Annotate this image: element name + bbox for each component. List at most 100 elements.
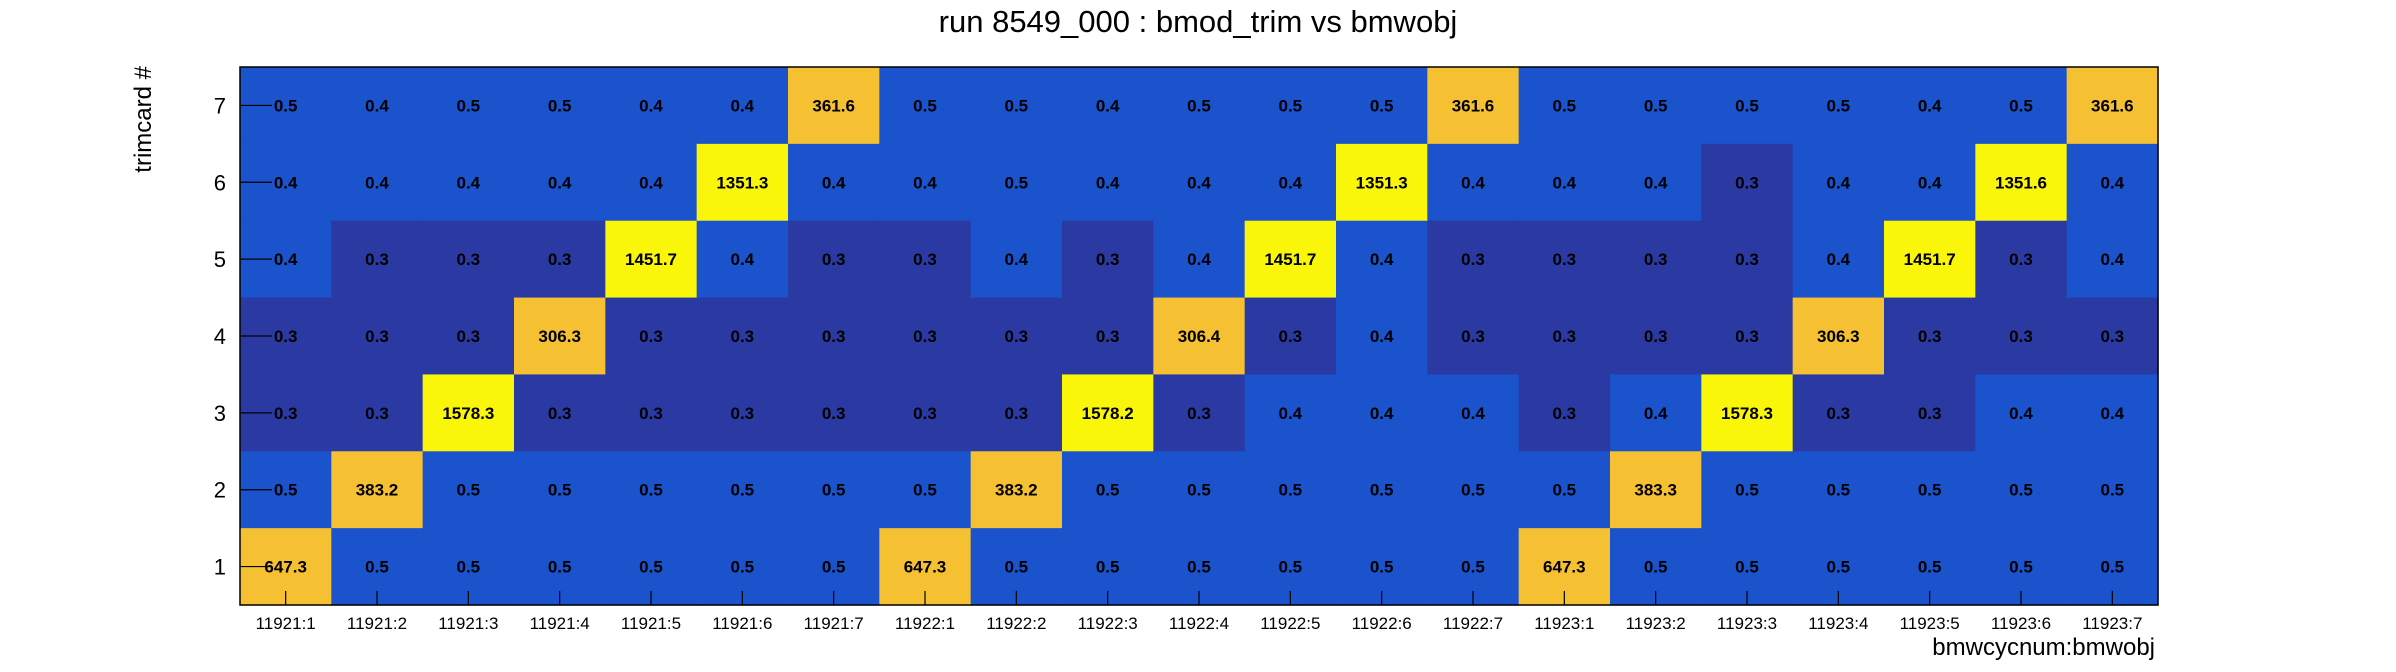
x-tick-label: 11922:5 — [1260, 614, 1320, 633]
heatmap-cell — [605, 374, 698, 452]
heatmap-cell — [1701, 143, 1794, 222]
heatmap-cell — [1244, 67, 1337, 145]
cell-value-label: 0.4 — [1827, 250, 1851, 269]
y-tick-label: 2 — [214, 478, 226, 503]
y-tick-label: 4 — [214, 324, 226, 349]
heatmap-cell — [1153, 67, 1246, 145]
cell-value-label: 0.5 — [1553, 481, 1577, 500]
cell-value-label: 0.4 — [548, 173, 572, 192]
heatmap-cell — [331, 451, 424, 529]
cell-value-label: 0.5 — [913, 96, 937, 115]
cell-value-label: 0.4 — [1187, 173, 1211, 192]
cell-value-label: 0.4 — [2009, 404, 2033, 423]
cell-value-label: 0.3 — [2101, 327, 2125, 346]
heatmap-cell — [879, 67, 972, 145]
cell-value-label: 0.3 — [1918, 327, 1942, 346]
cell-value-label: 0.5 — [548, 481, 572, 500]
cell-value-label: 306.3 — [1817, 327, 1860, 346]
x-tick-label: 11923:3 — [1717, 614, 1777, 633]
cell-value-label: 1451.7 — [625, 250, 677, 269]
heatmap-cell — [514, 374, 606, 452]
heatmap-cell-labels: 0.5 0.4 0.5 0.5 0.4 0.4 361.6 0.5 0.5 0.4 0.5 0.5 0.… — [264, 96, 2133, 576]
cell-value-label: 0.3 — [1279, 327, 1303, 346]
heatmap-cell — [331, 374, 424, 452]
x-tick-label: 11923:1 — [1534, 614, 1594, 633]
heatmap-cell — [1153, 374, 1246, 452]
cell-value-label: 0.5 — [1735, 96, 1759, 115]
cell-value-label: 0.3 — [731, 327, 755, 346]
heatmap-cell — [1336, 220, 1428, 299]
cell-value-label: 0.5 — [1827, 96, 1851, 115]
heatmap-cell — [422, 67, 515, 145]
heatmap-cell — [788, 67, 880, 145]
heatmap-cell — [1244, 297, 1337, 376]
cell-value-label: 0.5 — [731, 558, 755, 577]
cell-value-label: 0.3 — [1918, 404, 1942, 423]
heatmap-cell — [1518, 297, 1611, 376]
cell-value-label: 0.3 — [1553, 250, 1577, 269]
heatmap-cell — [1062, 297, 1154, 376]
cell-value-label: 0.5 — [365, 558, 389, 577]
heatmap-cell — [1701, 374, 1794, 452]
cell-value-label: 0.4 — [1644, 404, 1668, 423]
heatmap-cell — [879, 374, 972, 452]
cell-value-label: 0.3 — [365, 404, 389, 423]
cell-value-label: 0.5 — [457, 96, 481, 115]
cell-value-label: 0.5 — [548, 558, 572, 577]
heatmap-cell — [1336, 374, 1428, 452]
heatmap-cell — [696, 297, 789, 376]
cell-value-label: 0.5 — [2009, 96, 2033, 115]
cell-value-label: 0.4 — [2101, 173, 2125, 192]
cell-value-label: 0.4 — [1370, 327, 1394, 346]
heatmap-cell — [422, 297, 515, 376]
cell-value-label: 0.5 — [639, 558, 663, 577]
cell-value-label: 0.5 — [1827, 558, 1851, 577]
cell-value-label: 0.5 — [1005, 558, 1029, 577]
x-tick-label: 11923:7 — [2082, 614, 2142, 633]
heatmap-cell — [879, 143, 972, 222]
heatmap-cell — [1701, 451, 1794, 529]
cell-value-label: 0.4 — [1096, 96, 1120, 115]
cell-value-label: 0.5 — [1187, 558, 1211, 577]
cell-value-label: 0.5 — [1187, 96, 1211, 115]
cell-value-label: 0.3 — [639, 327, 663, 346]
heatmap-cell — [1884, 67, 1976, 145]
heatmap-cell — [1153, 220, 1246, 299]
heatmap-cell — [1427, 297, 1520, 376]
heatmap-cell — [788, 297, 880, 376]
cell-value-label: 0.4 — [822, 173, 846, 192]
cell-value-label: 0.3 — [1461, 327, 1485, 346]
cell-value-label: 0.3 — [1096, 327, 1120, 346]
x-tick-label: 11921:2 — [347, 614, 407, 633]
heatmap-cell — [1336, 67, 1428, 145]
heatmap-cell — [605, 67, 698, 145]
heatmap-cell — [2066, 451, 2159, 529]
heatmap-cell — [1518, 451, 1611, 529]
heatmap-cell — [970, 143, 1063, 222]
heatmap-cell — [1701, 297, 1794, 376]
cell-value-label: 1451.7 — [1264, 250, 1316, 269]
cell-value-label: 0.4 — [1644, 173, 1668, 192]
cell-value-label: 647.3 — [264, 558, 307, 577]
cell-value-label: 0.4 — [1918, 96, 1942, 115]
cell-value-label: 0.5 — [1370, 481, 1394, 500]
cell-value-label: 0.3 — [1735, 327, 1759, 346]
cell-value-label: 0.5 — [1644, 96, 1668, 115]
heatmap-cell — [1792, 374, 1885, 452]
cell-value-label: 0.3 — [365, 327, 389, 346]
cell-value-label: 0.3 — [1644, 250, 1668, 269]
cell-value-label: 0.5 — [822, 558, 846, 577]
cell-value-label: 0.3 — [548, 404, 572, 423]
cell-value-label: 0.3 — [822, 250, 846, 269]
x-tick-label: 11921:1 — [256, 614, 316, 633]
cell-value-label: 383.2 — [995, 481, 1038, 500]
heatmap-cell — [879, 297, 972, 376]
heatmap-cell — [1975, 374, 2068, 452]
heatmap-cell — [696, 143, 789, 222]
cell-value-label: 0.4 — [1827, 173, 1851, 192]
cell-value-label: 0.4 — [1918, 173, 1942, 192]
y-tick-label: 7 — [214, 93, 226, 118]
heatmap-cell — [1153, 451, 1246, 529]
heatmap-cell — [1244, 143, 1337, 222]
cell-value-label: 0.5 — [731, 481, 755, 500]
